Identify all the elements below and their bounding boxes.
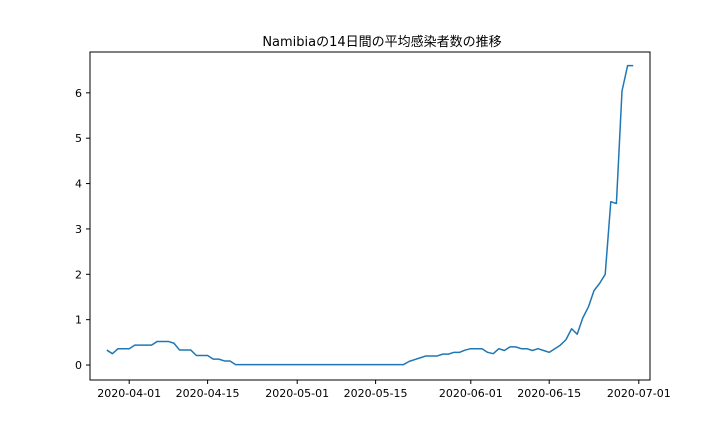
x-tick-label: 2020-06-15 xyxy=(517,387,581,400)
x-tick-label: 2020-04-15 xyxy=(176,387,240,400)
plot-area: 2020-04-01 2020-04-15 2020-05-01 2020-05-15… xyxy=(75,51,671,400)
y-tick-label: 6 xyxy=(75,87,82,100)
x-tick-label: 2020-07-01 xyxy=(607,387,671,400)
x-tick-label: 2020-05-01 xyxy=(265,387,329,400)
plot-frame xyxy=(89,51,651,381)
y-axis: 0 1 2 3 4 5 6 xyxy=(75,87,90,372)
chart-title: Namibiaの14日間の平均感染者数の推移 xyxy=(262,34,501,50)
x-tick-label: 2020-05-15 xyxy=(344,387,408,400)
x-tick-label: 2020-04-01 xyxy=(97,387,161,400)
y-tick-label: 2 xyxy=(75,268,82,281)
y-tick-label: 1 xyxy=(75,314,82,327)
series-line xyxy=(106,64,634,366)
y-tick-label: 3 xyxy=(75,223,82,236)
x-axis: 2020-04-01 2020-04-15 2020-05-01 2020-05-15… xyxy=(97,380,671,400)
y-tick-label: 0 xyxy=(75,359,82,372)
y-tick-label: 4 xyxy=(75,178,82,191)
y-tick-label: 5 xyxy=(75,132,82,145)
x-tick-label: 2020-06-01 xyxy=(439,387,503,400)
